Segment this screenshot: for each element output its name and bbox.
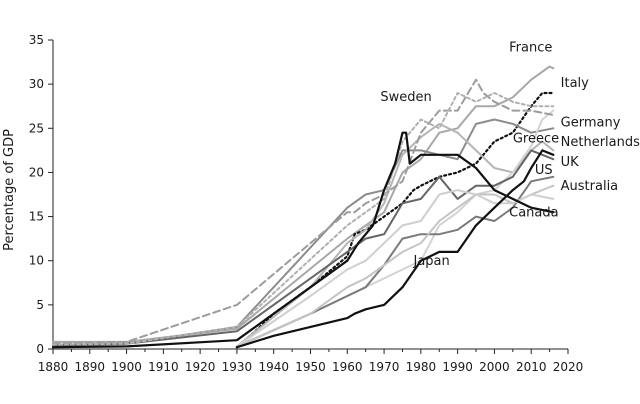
series-label-netherlands: Netherlands (561, 135, 640, 150)
x-tick-label: 1940 (258, 360, 289, 374)
x-tick-label: 1890 (75, 360, 106, 374)
series-line-germany (52, 118, 555, 346)
series-lines (51, 65, 555, 349)
series-line-us (235, 175, 555, 348)
x-tick-label: 2000 (479, 360, 510, 374)
x-tick-label: 1980 (406, 360, 437, 374)
y-axis-label: Percentage of GDP (2, 129, 17, 251)
series-label-canada: Canada (509, 206, 558, 221)
x-tick-label: 1880 (38, 360, 69, 374)
y-tick-label: 25 (29, 121, 44, 135)
x-tick-label: 1950 (295, 360, 326, 374)
series-line-uk (52, 149, 555, 347)
series-label-japan: Japan (413, 254, 450, 269)
series-line-unlabeled-12 (51, 131, 555, 349)
x-tick-label: 1910 (148, 360, 179, 374)
y-tick-label: 5 (36, 298, 44, 312)
y-tick-label: 35 (29, 33, 44, 47)
series-line-unlabeled-10 (52, 92, 555, 346)
series-label-sweden: Sweden (380, 90, 431, 105)
series-line-australia (235, 184, 555, 348)
x-tick-label: 2020 (553, 360, 584, 374)
series-line-greece (235, 109, 555, 349)
y-tick-label: 20 (29, 165, 44, 179)
y-tick-label: 30 (29, 77, 44, 91)
series-label-italy: Italy (561, 76, 590, 91)
x-tick-label: 1900 (111, 360, 142, 374)
series-label-uk: UK (561, 155, 580, 170)
series-line-japan (235, 149, 555, 349)
x-tick-label: 2010 (516, 360, 547, 374)
series-label-france: France (509, 40, 552, 55)
x-tick-label: 1970 (369, 360, 400, 374)
series-label-greece: Greece (513, 131, 559, 146)
series-label-germany: Germany (561, 116, 621, 131)
y-tick-label: 10 (29, 254, 44, 268)
series-label-us: US (535, 163, 553, 178)
series-labels: France Italy Sweden Germany NetherlandsGreec… (380, 40, 640, 269)
series-line-sweden (52, 78, 555, 345)
x-tick-label: 1920 (185, 360, 216, 374)
series-line-france (52, 65, 555, 343)
series-label-australia: Australia (561, 179, 619, 194)
x-tick-label: 1990 (442, 360, 473, 374)
x-tick-label: 1930 (222, 360, 253, 374)
y-tick-label: 15 (29, 210, 44, 224)
axes: 0 5 10 15 20 25 30 35 1880 1890 1900 1910 1920 1930 19… (29, 33, 584, 374)
series-line-canada (235, 189, 555, 348)
x-tick-label: 1960 (332, 360, 363, 374)
y-tick-label: 0 (36, 342, 44, 356)
